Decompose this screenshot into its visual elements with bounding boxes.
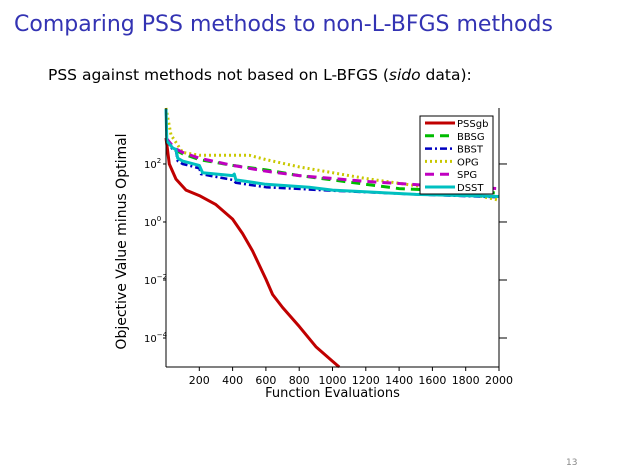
- x-tick-label: 1600: [418, 374, 446, 387]
- legend-label-pssgb: PSSgb: [457, 119, 488, 130]
- x-tick-label: 400: [222, 374, 243, 387]
- x-tick-label: 1200: [352, 374, 380, 387]
- legend-label-dsst: DSST: [457, 183, 484, 194]
- page-number: 13: [566, 458, 578, 468]
- slide-subtitle: PSS against methods not based on L-BFGS …: [48, 66, 472, 84]
- x-tick-label: 1000: [319, 374, 347, 387]
- legend-label-opg: OPG: [457, 157, 479, 168]
- series-line-pssgb: [164, 137, 341, 369]
- y-tick-label: 10−4: [144, 331, 168, 345]
- subtitle-text-pre: PSS against methods not based on L-BFGS …: [48, 66, 389, 84]
- x-tick-label: 600: [255, 374, 276, 387]
- y-tick-label: 100: [144, 215, 161, 229]
- x-axis-label: Function Evaluations: [265, 386, 400, 401]
- x-tick-label: 800: [289, 374, 310, 387]
- legend-label-bbst: BBST: [457, 145, 484, 156]
- series-line-spg: [164, 136, 500, 191]
- legend-box: [419, 115, 494, 195]
- legend-label-bbsg: BBSG: [457, 132, 485, 143]
- x-tick-label: 2000: [485, 374, 513, 387]
- x-tick-label: 1400: [385, 374, 413, 387]
- y-tick-label: 10−2: [144, 273, 167, 287]
- subtitle-dataset-name: sido: [388, 66, 421, 84]
- series-line-dsst: [164, 108, 500, 198]
- subtitle-text-post: data):: [420, 66, 472, 84]
- x-tick-label: 200: [189, 374, 210, 387]
- y-tick-label: 102: [144, 157, 161, 171]
- x-tick-label: 1800: [452, 374, 480, 387]
- y-axis-label: Objective Value minus Optimal: [114, 133, 130, 349]
- slide-title: Comparing PSS methods to non-L-BFGS meth…: [14, 12, 553, 37]
- legend-label-spg: SPG: [457, 170, 477, 181]
